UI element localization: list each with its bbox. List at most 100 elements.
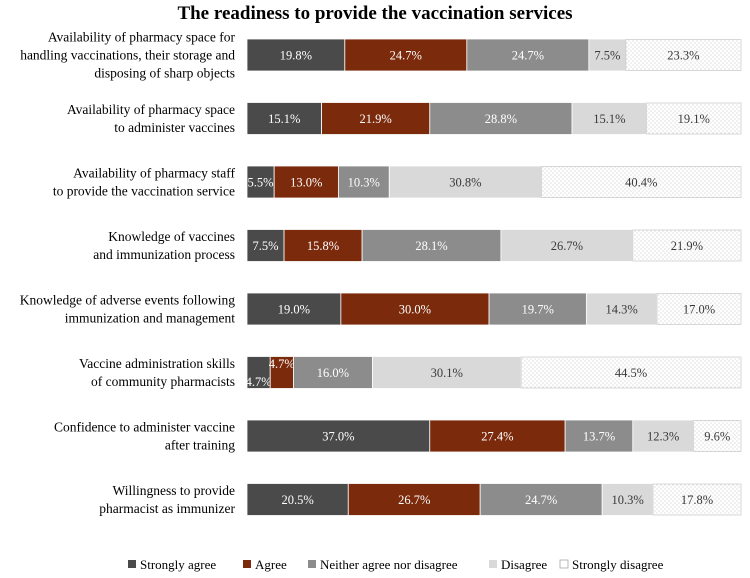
data-label: 26.7% — [551, 239, 583, 253]
legend-label: Neither agree nor disagree — [320, 557, 458, 572]
bar-segment — [361, 229, 502, 262]
category-label: Knowledge of vaccines and immunization pr… — [93, 229, 235, 262]
category-label: Vaccine administration skills of communit… — [79, 356, 235, 389]
data-label: 9.6% — [704, 430, 730, 444]
bar-segment-outline — [632, 229, 742, 262]
data-label: 20.5% — [281, 493, 313, 507]
bar-segment — [372, 356, 522, 389]
bar-segment — [541, 165, 742, 199]
data-label: 17.0% — [683, 303, 715, 317]
data-label: 44.5% — [615, 366, 647, 380]
bar-segment — [488, 292, 587, 326]
data-label: 10.3% — [348, 176, 380, 190]
bar-segment — [344, 38, 468, 72]
data-label: 21.9% — [671, 239, 703, 253]
data-label: 30.8% — [449, 176, 481, 190]
data-label: 30.0% — [399, 303, 431, 317]
bar-segment-outline — [625, 39, 742, 71]
data-label: 4.7% — [269, 357, 295, 371]
legend-label: Strongly agree — [140, 557, 216, 572]
category-label: Confidence to administer vaccine after tr… — [54, 420, 235, 453]
bar-segment — [429, 102, 573, 135]
category-label: Willingness to provide pharmacist as immu… — [99, 483, 235, 516]
bar-segment — [388, 165, 542, 199]
bar-segment — [347, 483, 481, 516]
bar-segment — [293, 356, 373, 389]
legend-swatch — [243, 560, 251, 568]
bar-segment — [625, 38, 742, 72]
data-label: 19.7% — [522, 303, 554, 317]
bar-segment-outline — [693, 420, 742, 452]
data-label: 28.8% — [485, 112, 517, 126]
bar-segment-outline — [541, 166, 742, 198]
bar-segment — [520, 356, 742, 389]
data-label: 12.3% — [647, 430, 679, 444]
category-label: Availability of pharmacy space for handli… — [20, 30, 235, 81]
bars-layer: 19.8% 24.7% 24.7% 7.5% 23.3% 15.1% 21.9% 28.8% 1… — [246, 38, 742, 516]
legend-label: Strongly disagree — [572, 557, 664, 572]
data-label: 23.3% — [667, 49, 699, 63]
data-label: 21.9% — [360, 112, 392, 126]
data-label: 24.7% — [390, 49, 422, 63]
data-label: 17.8% — [681, 493, 713, 507]
data-label: 24.7% — [525, 493, 557, 507]
bar-segment — [246, 419, 431, 453]
data-label: 30.1% — [431, 366, 463, 380]
legend-swatch — [559, 559, 569, 569]
bar-segment — [646, 102, 742, 135]
data-label: 7.5% — [253, 239, 279, 253]
bar-segment — [500, 229, 634, 262]
bar-segment — [601, 483, 654, 516]
category-labels: Availability of pharmacy space for handli… — [20, 30, 236, 517]
bar-segment — [246, 102, 322, 135]
legend-swatch — [308, 560, 316, 568]
data-label: 15.8% — [307, 239, 339, 253]
bar-segment — [246, 483, 349, 516]
category-label: Availability of pharmacy staff to provide… — [53, 166, 236, 199]
bar-segment — [571, 102, 648, 135]
bar-segment — [321, 102, 431, 135]
bar-segment — [273, 165, 339, 199]
legend-swatch — [128, 560, 136, 568]
bar-segment-outline — [520, 356, 742, 389]
data-label: 4.7% — [246, 375, 272, 389]
data-label: 19.8% — [280, 49, 312, 63]
bar-segment-outline — [646, 102, 742, 135]
data-label: 14.3% — [606, 303, 638, 317]
legend: Strongly agree Agree Neither agree nor dis… — [128, 557, 664, 572]
data-label: 15.1% — [593, 112, 625, 126]
data-label: 13.0% — [290, 176, 322, 190]
bar-segment — [466, 38, 590, 72]
data-label: 16.0% — [317, 366, 349, 380]
data-label: 5.5% — [248, 176, 274, 190]
bar-segment — [632, 229, 742, 262]
bar-segment — [340, 292, 490, 326]
data-label: 19.1% — [678, 112, 710, 126]
bar-segment — [564, 419, 634, 453]
bar-segment — [632, 419, 694, 453]
legend-label: Disagree — [501, 557, 547, 572]
data-label: 10.3% — [611, 493, 643, 507]
bar-segment — [693, 419, 742, 453]
data-label: 28.1% — [415, 239, 447, 253]
category-label: Knowledge of adverse events following imm… — [20, 293, 235, 326]
bar-segment — [429, 419, 566, 453]
bar-segment-outline — [652, 483, 742, 516]
bar-segment — [479, 483, 603, 516]
data-label: 40.4% — [625, 176, 657, 190]
data-label: 26.7% — [398, 493, 430, 507]
data-label: 13.7% — [583, 430, 615, 444]
data-label: 27.4% — [481, 430, 513, 444]
bar-segment — [652, 483, 742, 516]
data-label: 7.5% — [594, 49, 620, 63]
chart-title: The readiness to provide the vaccination… — [177, 3, 572, 24]
bar-segment — [246, 38, 346, 72]
data-label: 19.0% — [278, 303, 310, 317]
bar-segment-outline — [656, 293, 742, 325]
data-label: 37.0% — [322, 430, 354, 444]
data-label: 15.1% — [268, 112, 300, 126]
category-label: Availability of pharmacy space to adminis… — [67, 102, 235, 135]
legend-swatch — [489, 560, 497, 568]
legend-label: Agree — [255, 557, 287, 572]
